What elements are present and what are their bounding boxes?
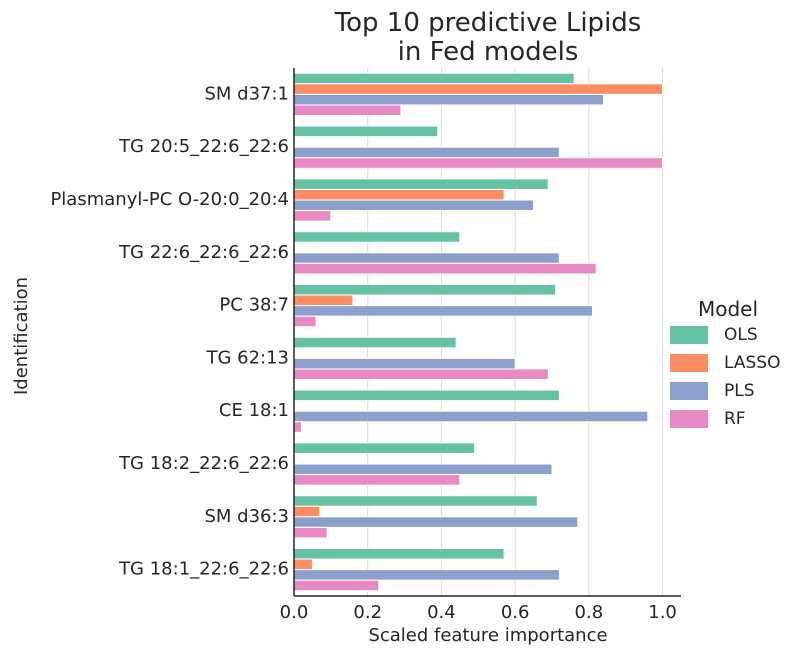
- category-label: TG 20:5_22:6_22:6: [118, 136, 289, 157]
- legend: Model OLS LASSO PLS RF: [670, 297, 780, 429]
- x-tick-label: 0.6: [501, 602, 530, 623]
- chart-title: Top 10 predictive Lipids in Fed models: [334, 8, 642, 67]
- bar-pls: [293, 93, 605, 106]
- legend-label-ols: OLS: [724, 325, 758, 345]
- bar-pls: [293, 357, 516, 370]
- legend-swatch-rf: [670, 410, 708, 428]
- category-label: SM d37:1: [204, 83, 289, 104]
- x-tick-label: 0.4: [427, 602, 456, 623]
- bar-ols: [293, 125, 439, 138]
- bar-rf: [293, 210, 332, 222]
- bar-rf: [293, 421, 302, 433]
- legend-swatch-pls: [670, 382, 708, 400]
- legend-title: Model: [698, 297, 758, 321]
- legend-label-pls: PLS: [724, 381, 755, 401]
- bar-ols: [293, 178, 549, 190]
- bar-ols: [293, 495, 538, 507]
- bar-lasso: [293, 558, 313, 571]
- bar-lasso: [293, 294, 354, 307]
- bar-lasso: [293, 505, 321, 518]
- chart-title-line-1: Top 10 predictive Lipids: [334, 8, 642, 38]
- category-labels: SM d37:1 TG 20:5_22:6_22:6 Plasmanyl-PC O-…: [50, 83, 289, 579]
- category-label: TG 18:2_22:6_22:6: [118, 453, 289, 474]
- bar-ols: [293, 283, 557, 296]
- bar-rf: [293, 104, 402, 117]
- bar-rf: [293, 579, 380, 592]
- bar-lasso: [293, 188, 505, 201]
- x-tick-labels: 0.0 0.2 0.4 0.6 0.8 1.0: [280, 602, 677, 623]
- bar-pls: [293, 516, 579, 528]
- x-axis-label: Scaled feature importance: [368, 625, 607, 646]
- y-axis-label: Identification: [11, 277, 32, 395]
- bar-rf: [293, 474, 461, 486]
- category-label: TG 22:6_22:6_22:6: [118, 242, 289, 263]
- category-label: TG 18:1_22:6_22:6: [118, 559, 289, 580]
- bar-rf: [293, 262, 597, 275]
- category-label: TG 62:13: [205, 347, 289, 368]
- bar-ols: [293, 547, 505, 560]
- category-label: Plasmanyl-PC O-20:0_20:4: [50, 189, 289, 210]
- bar-pls: [293, 252, 560, 264]
- bar-lasso: [293, 83, 664, 95]
- bar-ols: [293, 72, 575, 85]
- bar-ols: [293, 442, 476, 454]
- bar-rf: [293, 368, 549, 381]
- bar-pls: [293, 199, 535, 212]
- category-label: PC 38:7: [219, 295, 289, 316]
- legend-label-lasso: LASSO: [724, 353, 780, 373]
- bar-rf: [293, 526, 328, 539]
- bar-ols: [293, 231, 461, 243]
- x-tick-label: 0.8: [575, 602, 604, 623]
- bar-pls: [293, 146, 560, 159]
- bar-pls: [293, 305, 594, 317]
- bar-pls: [293, 569, 560, 581]
- bar-rf: [293, 315, 317, 328]
- legend-label-rf: RF: [724, 409, 746, 429]
- bar-pls: [293, 410, 649, 423]
- chart-title-line-2: in Fed models: [398, 37, 579, 67]
- bars: [293, 72, 664, 592]
- bar-ols: [293, 336, 457, 349]
- x-tick-label: 0.2: [353, 602, 382, 623]
- category-label: SM d36:3: [204, 506, 289, 527]
- bar-rf: [293, 157, 664, 169]
- bar-ols: [293, 389, 560, 402]
- axes: [293, 68, 681, 597]
- x-tick-label: 0.0: [280, 602, 309, 623]
- x-tick-label: 1.0: [648, 602, 677, 623]
- legend-swatch-ols: [670, 326, 708, 344]
- legend-swatch-lasso: [670, 354, 708, 372]
- category-label: CE 18:1: [219, 400, 289, 421]
- bar-pls: [293, 463, 553, 476]
